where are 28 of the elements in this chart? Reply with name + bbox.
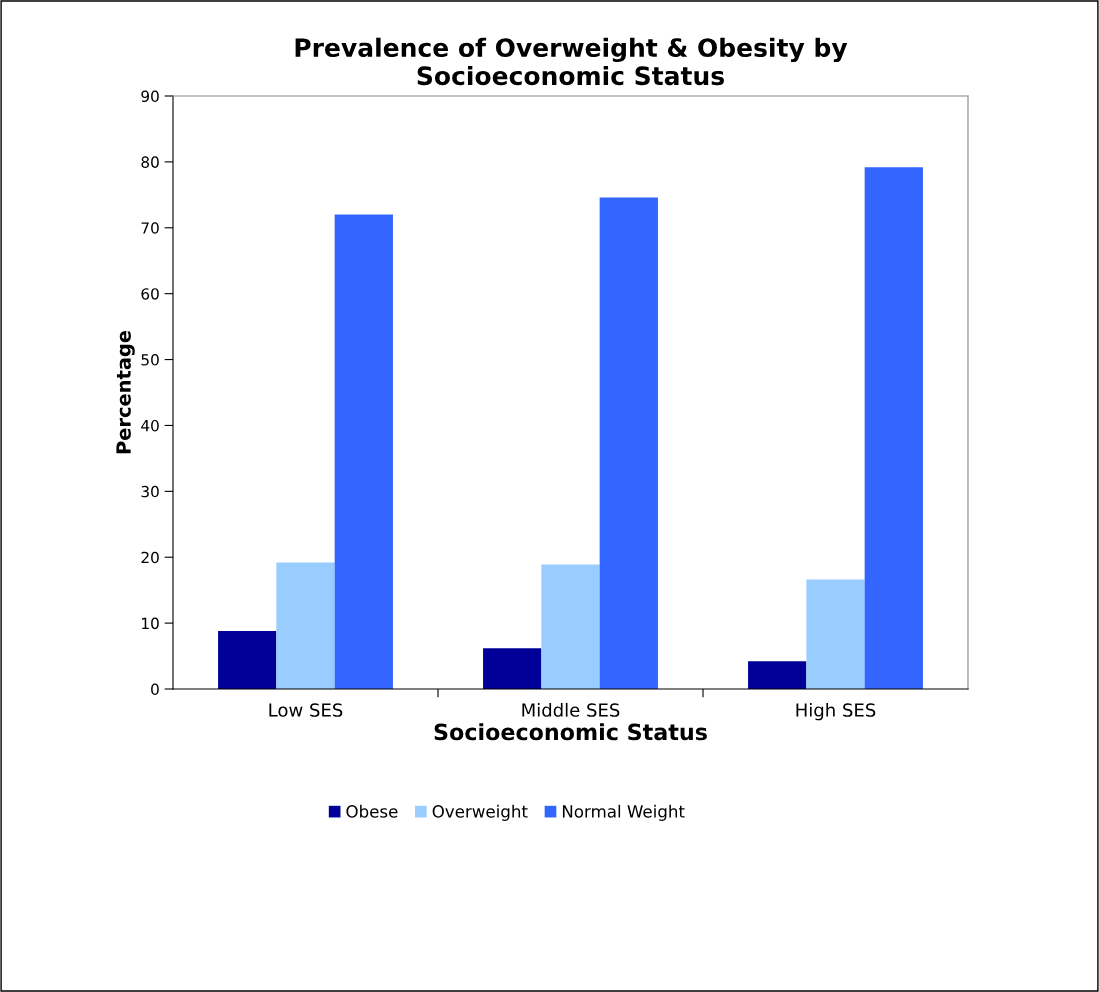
y-tick-label: 20 — [141, 551, 159, 564]
y-tick-label: 60 — [141, 288, 159, 300]
chart-title: Prevalence of Overweight & Obesity by Socioeconomic Status — [295, 37, 848, 86]
bar — [541, 564, 600, 689]
x-axis-title: Socioeconomic Status — [434, 723, 707, 741]
legend-label: Overweight — [432, 804, 528, 821]
bar — [748, 661, 807, 689]
bar — [599, 197, 658, 689]
y-axis-title: Percentage — [116, 330, 135, 454]
bar — [334, 214, 393, 689]
x-tick-label: Low SES — [269, 703, 343, 717]
bar — [218, 631, 277, 689]
y-tick-label: 90 — [141, 90, 159, 103]
y-tick-label: 50 — [141, 354, 159, 366]
y-tick-label: 40 — [141, 419, 159, 432]
y-tick-label: 10 — [142, 617, 159, 630]
y-tick-label: 80 — [141, 156, 159, 168]
legend-label: Normal Weight — [562, 804, 685, 821]
x-tick-label: High SES — [796, 702, 876, 721]
bar — [806, 579, 865, 689]
bar — [483, 648, 542, 689]
legend-label: Obese — [346, 804, 398, 818]
y-tick-label: 70 — [141, 222, 159, 234]
y-tick-label: 30 — [141, 485, 159, 498]
x-tick-label: Middle SES — [522, 702, 620, 717]
y-tick-label: 0 — [151, 683, 159, 696]
bar — [276, 562, 335, 689]
bar — [864, 167, 923, 689]
